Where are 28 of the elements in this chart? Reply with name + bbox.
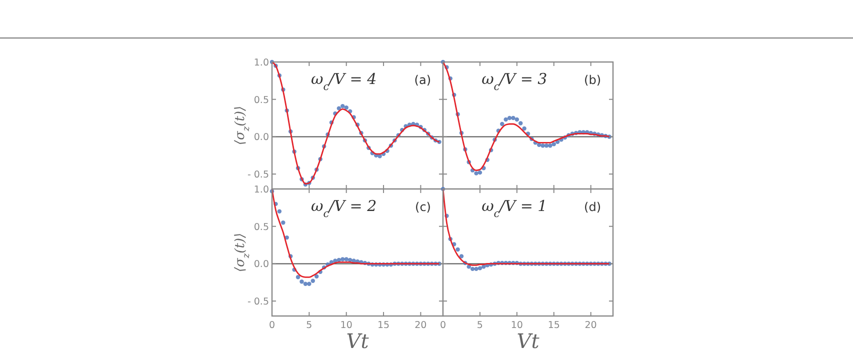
x-tick-label: 15: [377, 320, 390, 331]
x-tick-label: 0: [268, 320, 276, 331]
annotation: (c): [415, 200, 431, 214]
y-tick-label: 1.0: [254, 58, 269, 68]
annotation: ω$_{c}$/V = 3: [482, 70, 548, 93]
annotation: (b): [584, 73, 601, 87]
x-tick-label: 20: [584, 320, 597, 331]
y-tick-label: 0.5: [254, 222, 269, 233]
annotation: ω$_{c}$/V = 4: [310, 70, 377, 93]
y-tick-label: - 0.5: [247, 296, 269, 308]
y-tick-label: 0.0: [254, 132, 269, 144]
y-tick-label: 0.0: [254, 259, 269, 270]
y-tick-label: 1.0: [254, 184, 269, 196]
x-tick-label: 0: [440, 320, 446, 331]
x-tick-label: 10: [510, 320, 523, 331]
x-tick-label: 5: [306, 320, 312, 331]
x-axis-title: Vt: [516, 329, 540, 352]
x-tick-label: 15: [548, 320, 560, 331]
x-axis-title: Vt: [346, 329, 370, 352]
x-tick-label: 5: [476, 320, 483, 331]
annotation: ω$_{c}$/V = 2: [310, 197, 377, 220]
y-tick-label: 0.5: [254, 94, 269, 106]
annotation: ω$_{c}$/V = 1: [482, 197, 548, 220]
x-tick-label: 10: [340, 320, 352, 331]
y-tick-label: - 0.5: [247, 170, 269, 181]
x-tick-label: 20: [414, 320, 427, 331]
annotation: (d): [584, 200, 601, 214]
annotation: (a): [414, 73, 431, 87]
